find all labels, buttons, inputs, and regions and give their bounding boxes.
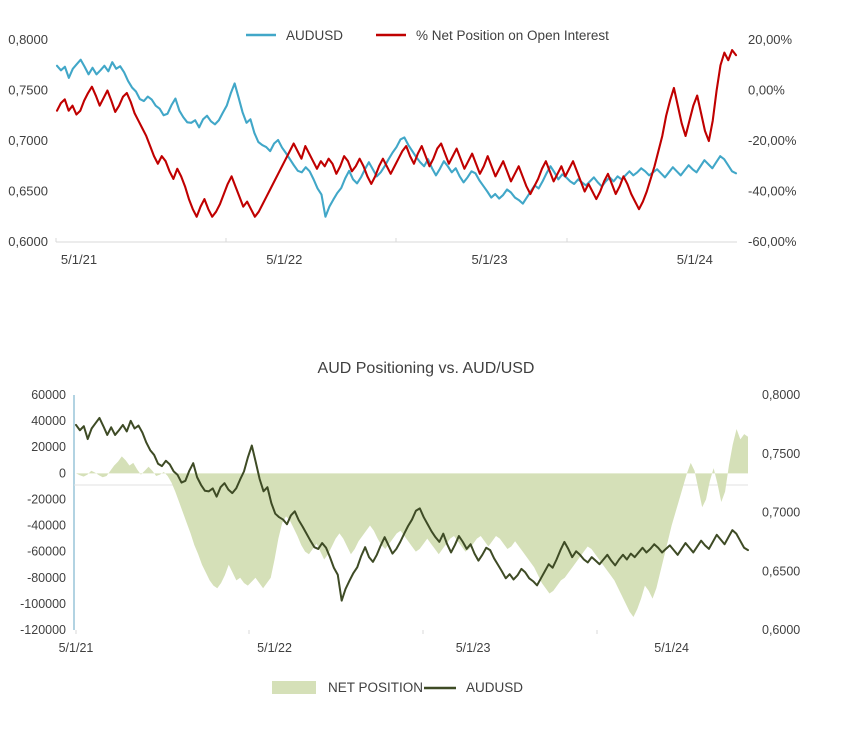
bottom-x-tick-label: 5/1/23 — [456, 641, 491, 655]
bottom-y-right-tick-label: 0,7000 — [762, 506, 800, 520]
top-y-right-tick-label: -40,00% — [748, 184, 797, 199]
legend-label-audusd: AUDUSD — [286, 28, 343, 43]
legend-label-net-position: NET POSITION — [328, 680, 423, 695]
top-x-tick-label: 5/1/24 — [677, 252, 713, 267]
legend-swatch-net-position — [272, 681, 316, 694]
bottom-y-left-tick-label: -120000 — [20, 623, 66, 637]
bottom-y-left-tick-label: 60000 — [31, 388, 66, 402]
top-y-left-axis-labels: 0,6000 0,6500 0,7000 0,7500 0,8000 — [8, 32, 48, 249]
bottom-chart-series — [75, 416, 749, 617]
bottom-y-left-tick-label: -40000 — [27, 519, 66, 533]
top-y-left-tick-label: 0,7000 — [8, 133, 48, 148]
bottom-y-left-tick-label: 40000 — [31, 414, 66, 428]
bottom-chart-panel: AUD Positioning vs. AUD/USD -120000 -1000… — [0, 340, 852, 730]
bottom-y-right-tick-label: 0,6000 — [762, 623, 800, 637]
bottom-x-tick-label: 5/1/22 — [257, 641, 292, 655]
top-x-tick-label: 5/1/23 — [471, 252, 507, 267]
bottom-line-audusd — [75, 416, 749, 602]
bottom-chart-legend: NET POSITION AUDUSD — [272, 680, 523, 695]
top-y-left-tick-label: 0,6500 — [8, 184, 48, 199]
bottom-y-left-tick-label: -60000 — [27, 545, 66, 559]
top-y-left-tick-label: 0,7500 — [8, 83, 48, 98]
top-x-tick-label: 5/1/22 — [266, 252, 302, 267]
bottom-area-net-position — [76, 428, 748, 617]
bottom-x-axis-labels: 5/1/21 5/1/22 5/1/23 5/1/24 — [59, 641, 689, 655]
top-chart-panel: AUDUSD % Net Position on Open Interest 0… — [0, 0, 852, 300]
bottom-chart-title: AUD Positioning vs. AUD/USD — [318, 360, 535, 377]
bottom-y-right-tick-label: 0,6500 — [762, 564, 800, 578]
top-chart-series — [55, 49, 738, 218]
bottom-x-tick-label: 5/1/24 — [654, 641, 689, 655]
top-x-axis-labels: 5/1/21 5/1/22 5/1/23 5/1/24 — [61, 252, 713, 267]
bottom-y-left-tick-label: 0 — [59, 466, 66, 480]
top-y-right-axis-labels: -60,00% -40,00% -20,00% 0,00% 20,00% — [748, 32, 797, 249]
top-series--net-position-on-open-interest — [55, 49, 738, 218]
legend-label-net-position: % Net Position on Open Interest — [416, 28, 609, 43]
top-y-right-tick-label: 20,00% — [748, 32, 793, 47]
bottom-y-right-tick-label: 0,8000 — [762, 388, 800, 402]
top-y-right-tick-label: -20,00% — [748, 133, 797, 148]
bottom-y-left-tick-label: -80000 — [27, 571, 66, 585]
bottom-y-left-tick-label: 20000 — [31, 440, 66, 454]
top-y-right-tick-label: 0,00% — [748, 83, 785, 98]
bottom-y-left-axis-labels: -120000 -100000 -80000 -60000 -40000 -20000 0 2… — [20, 388, 66, 637]
top-y-left-tick-label: 0,6000 — [8, 234, 48, 249]
bottom-y-right-axis-labels: 0,6000 0,6500 0,7000 0,7500 0,8000 — [762, 388, 800, 637]
top-series-audusd — [55, 58, 738, 218]
top-x-tick-label: 5/1/21 — [61, 252, 97, 267]
bottom-y-left-tick-label: -100000 — [20, 597, 66, 611]
top-chart-legend: AUDUSD % Net Position on Open Interest — [246, 28, 609, 43]
bottom-x-tick-label: 5/1/21 — [59, 641, 94, 655]
bottom-y-left-tick-label: -20000 — [27, 492, 66, 506]
legend-label-audusd: AUDUSD — [466, 680, 523, 695]
top-chart-axes — [55, 238, 737, 243]
top-y-left-tick-label: 0,8000 — [8, 32, 48, 47]
bottom-chart-svg[interactable]: AUD Positioning vs. AUD/USD -120000 -1000… — [0, 340, 852, 730]
top-chart-svg[interactable]: AUDUSD % Net Position on Open Interest 0… — [0, 0, 852, 300]
top-y-right-tick-label: -60,00% — [748, 234, 797, 249]
bottom-y-right-tick-label: 0,7500 — [762, 447, 800, 461]
